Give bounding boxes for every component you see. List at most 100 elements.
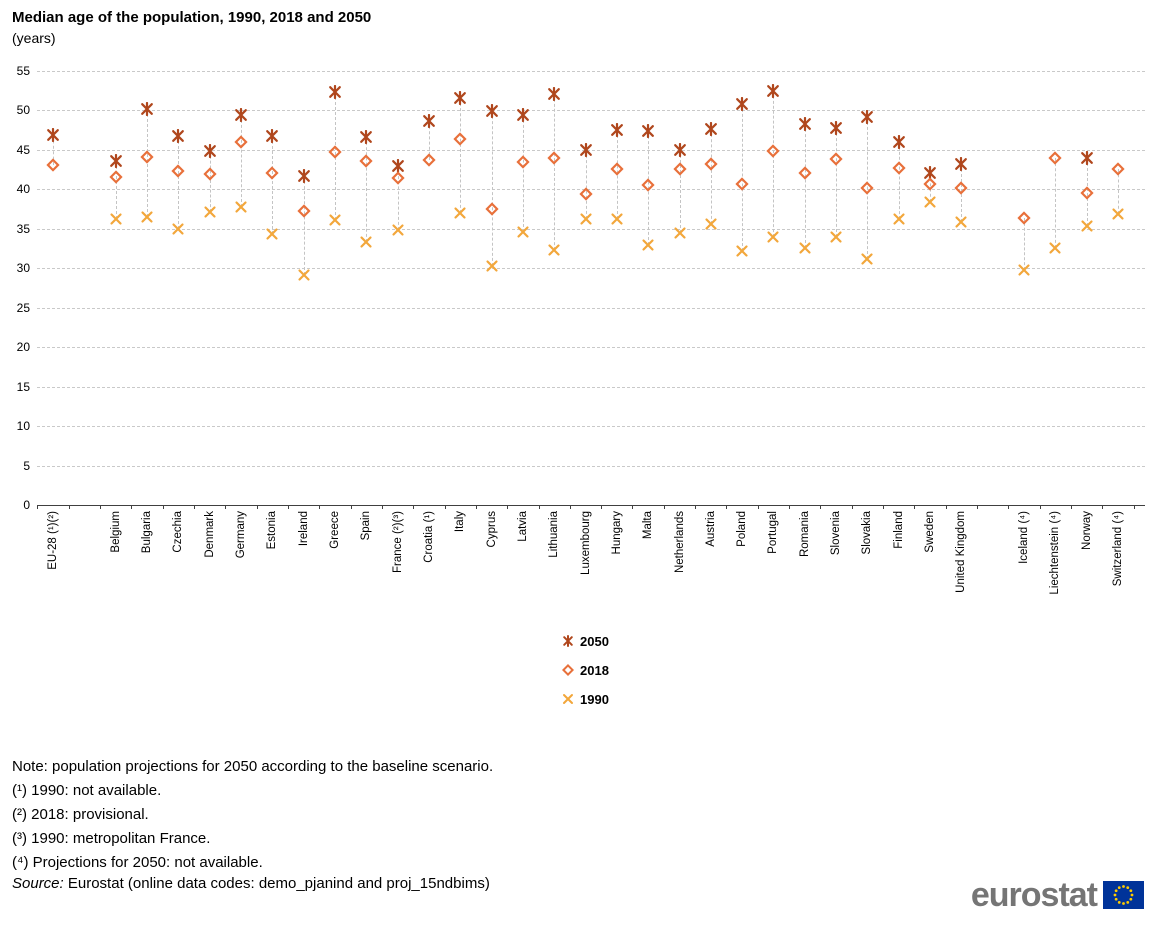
y-axis-tick-label: 50	[16, 103, 30, 118]
marker-1990	[454, 206, 467, 219]
hilo-line	[1086, 157, 1088, 227]
y-axis-tick-label: 45	[16, 142, 30, 157]
hilo-line	[303, 175, 305, 276]
marker-1990	[172, 222, 185, 235]
hilo-line	[804, 123, 806, 248]
chart-title: Median age of the population, 1990, 2018…	[12, 9, 372, 26]
x-axis-category-label: Slovakia	[861, 511, 874, 555]
hilo-line	[1117, 169, 1119, 214]
eurostat-logo-text: eurostat	[970, 876, 1098, 914]
gridline-25	[37, 307, 1145, 309]
marker-2018	[516, 155, 530, 170]
marker-2018	[390, 171, 405, 185]
marker-2018	[860, 180, 875, 195]
x-axis-tick	[256, 505, 258, 509]
hilo-line	[397, 165, 399, 231]
marker-2018	[265, 166, 279, 181]
x-axis-tick	[663, 505, 665, 509]
x-axis-tick	[538, 505, 540, 509]
marker-2018	[798, 165, 812, 180]
marker-2050	[735, 96, 749, 112]
marker-2050	[1080, 150, 1094, 165]
x-axis-tick	[381, 505, 383, 509]
y-axis-tick-label: 20	[16, 340, 30, 355]
marker-2050	[485, 103, 499, 119]
x-axis-category-label: Netherlands	[673, 511, 686, 574]
x-axis-tick	[37, 505, 39, 509]
x-axis-tick	[820, 505, 822, 509]
hilo-line	[585, 149, 587, 220]
y-axis-tick-label: 35	[16, 221, 30, 236]
note-line: (²) 2018: provisional.	[12, 806, 149, 823]
marker-1990	[924, 195, 937, 208]
x-axis-tick	[319, 505, 321, 509]
marker-2018	[1048, 151, 1062, 166]
marker-2018	[453, 132, 467, 147]
marker-1990	[767, 231, 780, 244]
plot-area: 0 5 10 15 20 25 30 35 40 45 50 55 EU-28 (¹)(²) Belgiu…	[16, 63, 1145, 595]
marker-2050	[766, 83, 780, 98]
x-axis-category-label: Germany	[235, 511, 248, 559]
y-axis-tick-label: 55	[16, 63, 30, 78]
marker-1990	[141, 210, 154, 223]
gridline-50	[37, 110, 1145, 112]
hilo-line	[554, 94, 556, 250]
legend-marker-2018-icon	[561, 663, 575, 677]
x-axis-tick	[68, 505, 70, 509]
x-axis-tick	[507, 505, 509, 509]
marker-2018	[954, 181, 969, 196]
x-axis-category-label: Belgium	[109, 511, 122, 553]
x-axis-tick	[1070, 505, 1072, 509]
marker-2018	[359, 154, 373, 168]
marker-1990	[548, 244, 561, 257]
x-axis-category-label: Estonia	[266, 511, 279, 550]
marker-2018	[171, 164, 186, 178]
x-axis-category-label: Iceland (⁴)	[1018, 511, 1031, 564]
marker-2050	[359, 130, 373, 145]
y-axis-tick-label: 25	[16, 300, 30, 315]
x-axis-tick	[883, 505, 885, 509]
legend-marker-2050-icon	[562, 635, 574, 647]
marker-2018	[109, 170, 123, 185]
x-axis-category-label: Finland	[892, 511, 905, 549]
legend-label-2050: 2050	[580, 633, 609, 649]
gridline-5	[37, 465, 1145, 467]
hilo-line	[272, 135, 274, 235]
hilo-line	[867, 117, 869, 260]
x-axis-tick	[1102, 505, 1104, 509]
marker-1990	[673, 227, 686, 240]
hilo-line	[115, 160, 117, 220]
x-axis-tick	[757, 505, 759, 509]
gridline-30	[37, 268, 1145, 270]
marker-2018	[735, 177, 749, 192]
marker-2050	[610, 122, 624, 138]
marker-2018	[46, 158, 60, 172]
marker-2018	[1111, 162, 1125, 177]
marker-2018	[234, 135, 248, 149]
marker-1990	[704, 217, 717, 230]
x-axis-category-label: Lithuania	[548, 511, 561, 558]
hilo-line	[742, 103, 744, 251]
hilo-line	[241, 115, 243, 208]
marker-2018	[203, 167, 217, 181]
marker-1990	[1080, 220, 1093, 233]
marker-2018	[641, 178, 655, 192]
x-axis-tick	[569, 505, 571, 509]
marker-2050	[391, 158, 405, 173]
marker-2018	[610, 162, 624, 176]
x-axis-category-label: Malta	[642, 511, 655, 540]
legend: 2050 2018 1990	[561, 630, 609, 717]
marker-2018	[672, 162, 687, 176]
x-axis-category-label: Croatia (¹)	[422, 511, 435, 563]
x-axis-category-label: Austria	[704, 511, 717, 547]
marker-2050	[453, 90, 467, 105]
marker-2018	[923, 177, 937, 192]
note-line: (⁴) Projections for 2050: not available.	[12, 854, 263, 871]
eurostat-logo: eurostat	[971, 878, 1144, 912]
hilo-line	[53, 134, 55, 165]
hilo-line	[209, 150, 211, 213]
x-axis-category-label: Liechtenstein (⁴)	[1049, 511, 1062, 595]
x-axis-tick	[945, 505, 947, 509]
x-axis-tick	[1008, 505, 1010, 509]
chart-subtitle: (years)	[12, 30, 56, 46]
